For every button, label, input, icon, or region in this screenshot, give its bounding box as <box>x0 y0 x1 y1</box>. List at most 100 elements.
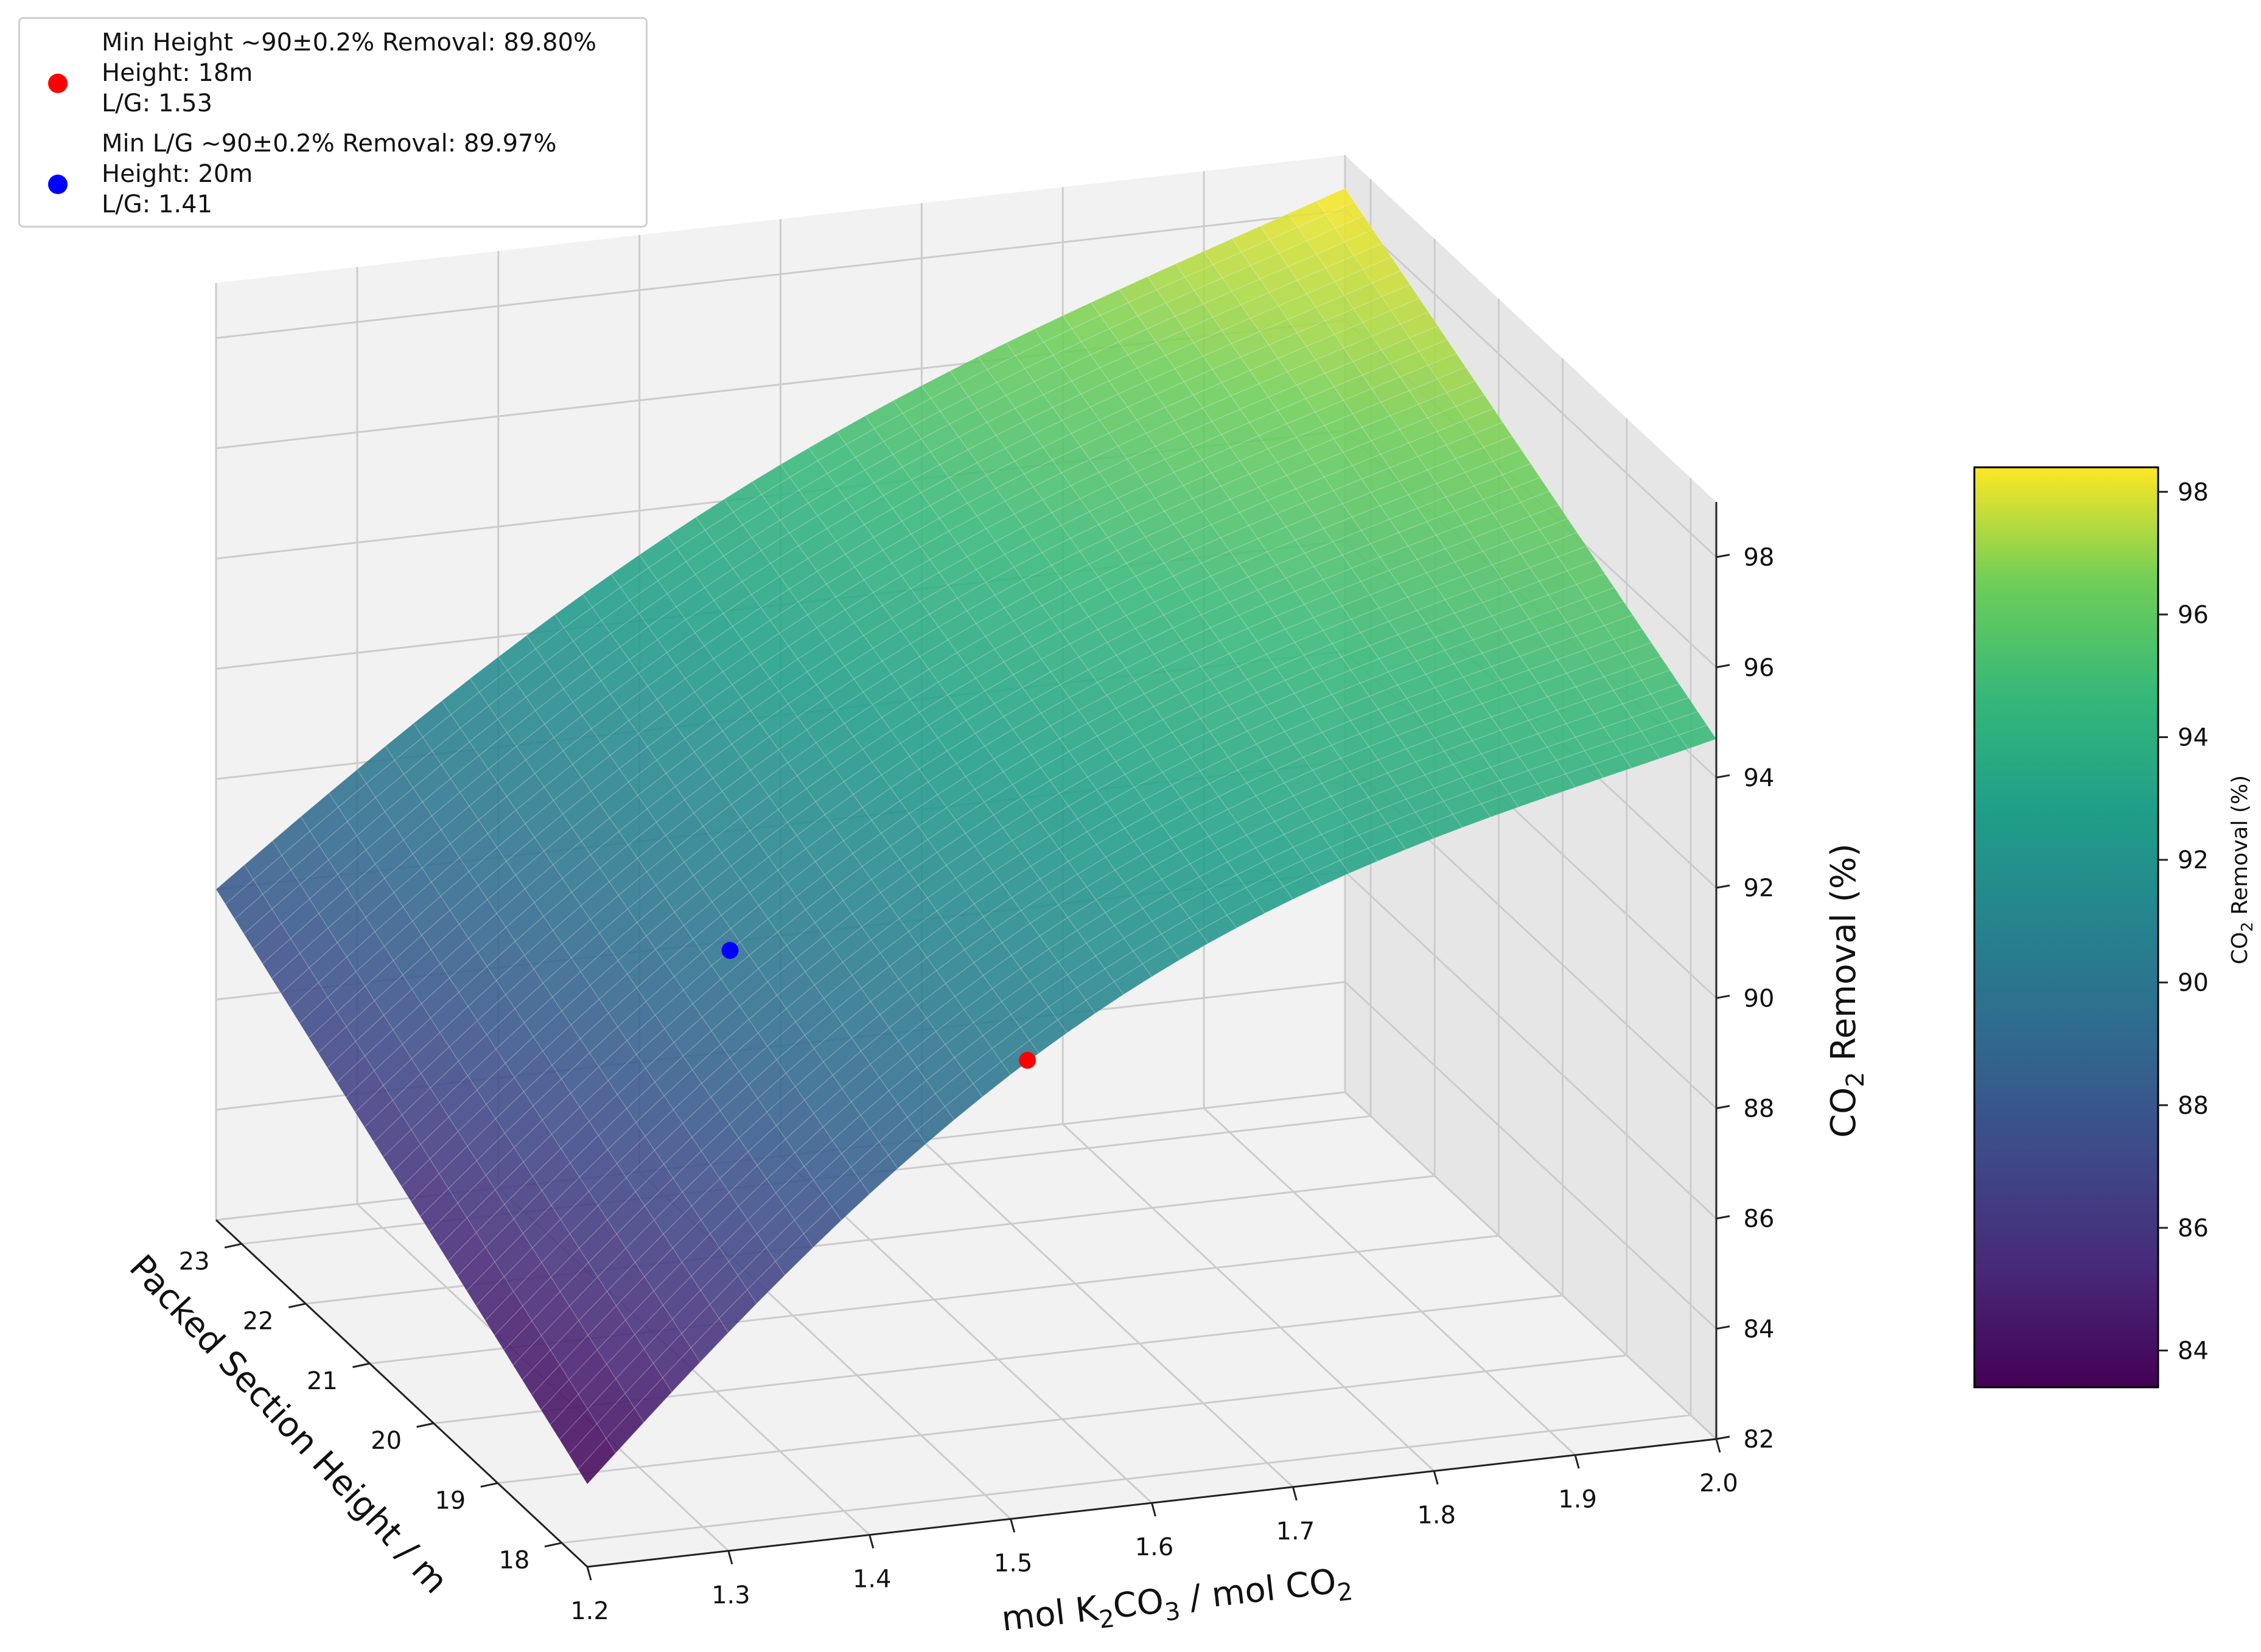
y-tick-label: 23 <box>179 1247 210 1275</box>
surface-patch <box>1464 408 1504 434</box>
surface-patch <box>1576 573 1615 599</box>
y-tick <box>416 1422 434 1428</box>
surface-patch <box>1372 270 1411 298</box>
x-tick-label: 1.8 <box>1417 1502 1456 1530</box>
z-tick-label: 98 <box>1744 544 1775 572</box>
colorbar-tick-label: 98 <box>2178 478 2209 506</box>
grid-line <box>1203 1107 1576 1456</box>
z-tick <box>1716 664 1730 669</box>
colorbar-ticks: 84 86 88 90 92 94 96 98 <box>2158 478 2209 1365</box>
min-lg-point <box>721 942 739 959</box>
y-tick <box>288 1303 306 1309</box>
y-tick <box>352 1362 370 1368</box>
surface-patch <box>1520 490 1559 517</box>
legend: Min Height ~90±0.2% Removal: 89.80% Heig… <box>18 17 648 228</box>
z-tick <box>1716 1435 1730 1440</box>
colorbar-tick-label: 86 <box>2178 1215 2209 1242</box>
colorbar-tick-label: 90 <box>2178 969 2209 997</box>
min-height-point <box>1019 1051 1036 1069</box>
grid-line <box>1344 871 1718 1219</box>
z-tick <box>1716 554 1730 559</box>
x-tick-label: 2.0 <box>1699 1469 1738 1497</box>
grid-line <box>1344 1091 1718 1440</box>
z-tick-label: 92 <box>1744 874 1775 902</box>
z-tick-label: 90 <box>1744 985 1775 1012</box>
surface-patch <box>1539 518 1578 544</box>
y-tick <box>480 1482 498 1488</box>
z-tick-label: 82 <box>1744 1426 1775 1454</box>
colorbar <box>1973 466 2159 1389</box>
x-tick-label: 1.7 <box>1276 1518 1315 1546</box>
z-tick <box>1716 994 1730 999</box>
x-tick <box>1433 1471 1439 1485</box>
x-tick <box>868 1535 875 1549</box>
colorbar-tick-label: 88 <box>2178 1092 2209 1120</box>
x-tick <box>727 1550 733 1565</box>
surface-patch <box>1650 683 1690 708</box>
y-tick <box>544 1542 562 1548</box>
legend-line: Min Height ~90±0.2% Removal: 89.80% <box>102 29 596 57</box>
z-tick-label: 94 <box>1744 764 1775 792</box>
x-axis-label: mol K2CO3 / mol CO2 <box>999 1560 1354 1645</box>
surface-patch <box>1557 545 1596 571</box>
surface-patch <box>1390 298 1430 325</box>
surface-plot <box>215 187 1717 1485</box>
z-tick-label: 86 <box>1744 1205 1775 1233</box>
legend-line: Height: 20m <box>102 160 253 188</box>
x-tick-label: 1.9 <box>1558 1485 1597 1513</box>
y-tick-label: 22 <box>243 1308 274 1336</box>
z-tick <box>1716 1215 1730 1220</box>
y-axis-line <box>215 1219 589 1568</box>
colorbar-tick-label: 96 <box>2178 601 2209 629</box>
x-tick <box>1291 1486 1298 1501</box>
colorbar-tick-label: 94 <box>2178 724 2209 752</box>
grid-line <box>215 209 1346 340</box>
legend-line: L/G: 1.53 <box>102 89 213 117</box>
grid-line <box>1344 981 1718 1330</box>
x-tick-label: 1.2 <box>570 1597 609 1625</box>
surface-patch <box>1613 628 1652 653</box>
z-tick <box>1716 774 1730 779</box>
y-tick-label: 19 <box>435 1486 466 1514</box>
z-tick-label: 96 <box>1744 654 1775 682</box>
x-tick <box>1010 1518 1016 1533</box>
x-axis-line <box>587 1438 1717 1568</box>
surface-patch <box>1595 601 1634 626</box>
z-tick <box>1716 1325 1730 1330</box>
surface-patch <box>1427 353 1467 380</box>
surface-patch <box>1501 463 1541 489</box>
grid-line <box>1344 209 1718 558</box>
x-tick <box>1574 1454 1580 1469</box>
surface-patch <box>1316 187 1355 215</box>
x-tick <box>1151 1502 1156 1517</box>
z-tick <box>1716 884 1730 889</box>
surface-patch <box>1353 243 1393 270</box>
z-tick <box>1716 1104 1730 1109</box>
legend-line: Height: 18m <box>102 59 253 87</box>
legend-line: Min L/G ~90±0.2% Removal: 89.97% <box>102 130 557 158</box>
z-tick-label: 88 <box>1744 1095 1775 1123</box>
surface-patch <box>1632 656 1671 681</box>
grid-line <box>497 1354 1627 1484</box>
x-tick-label: 1.4 <box>853 1566 892 1594</box>
blue-dot-icon <box>48 175 68 194</box>
y-tick-label: 20 <box>371 1427 402 1455</box>
colorbar-label: CO2 Removal (%) <box>2228 775 2257 964</box>
z-tick-label: 84 <box>1744 1316 1775 1344</box>
surface-patch <box>1446 380 1485 407</box>
red-dot-icon <box>48 74 68 93</box>
legend-line: L/G: 1.41 <box>102 190 213 218</box>
x-tick <box>586 1566 592 1581</box>
colorbar-tick-label: 92 <box>2178 846 2209 874</box>
grid-line <box>561 1414 1691 1544</box>
z-axis-label: CO2 Removal (%) <box>1824 843 1870 1138</box>
x-tick-label: 1.3 <box>711 1581 750 1609</box>
surface-patch <box>1335 215 1374 243</box>
x-tick-label: 1.6 <box>1135 1533 1174 1561</box>
y-tick-label: 18 <box>498 1547 529 1575</box>
colorbar-tick-label: 84 <box>2178 1337 2209 1365</box>
grid-line <box>921 1139 1294 1488</box>
surface-patch <box>1678 725 1717 750</box>
y-tick-label: 21 <box>307 1367 338 1395</box>
